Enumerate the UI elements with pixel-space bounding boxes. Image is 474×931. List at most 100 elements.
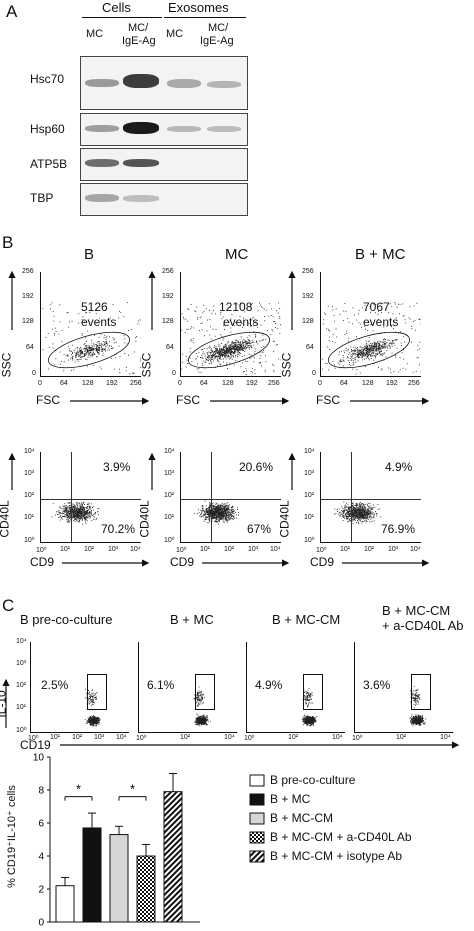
b-col-title-2: MC [225,246,249,263]
ytick: 192 [162,293,174,300]
cd40l-cd9-plot-3: 4.9% 76.9% [320,452,421,543]
xtick: 10⁰ [36,547,47,554]
ytick: 64 [26,344,34,351]
xtick: 256 [130,380,142,387]
lane-label-4a: MC/ [208,22,229,34]
legend-swatch [249,812,265,825]
ytick: 10⁴ [16,638,27,645]
quadrant-vline [351,452,352,542]
legend-item: B + MC-CM + a-CD40L Ab [270,830,412,844]
cd40l-label-2: CD40L [137,500,152,538]
band [85,79,119,87]
band [123,122,159,134]
ytick: 10⁰ [24,537,35,544]
xtick: 10⁰ [352,735,363,742]
pct-lower-3: 76.9% [381,522,416,536]
xtick: 10³ [94,734,105,741]
xtick: 256 [268,380,280,387]
legend-swatch [249,793,265,806]
xtick: 0 [38,380,42,387]
ytick: 192 [302,293,314,300]
gate-box [87,674,107,710]
xtick: 64 [60,380,68,387]
cd40l-label-3: CD40L [277,500,292,538]
legend-swatches [249,774,265,863]
xtick: 192 [246,380,258,387]
blot-label-atp5b: ATP5B [30,157,68,171]
xtick: 10⁴ [130,546,141,553]
ytick: 256 [302,268,314,275]
il10-cd19-plot-3: 4.9% [246,642,345,733]
b-col-title-3: B + MC [355,246,406,263]
xtick: 10³ [108,546,119,553]
xtick: 10⁴ [224,734,235,741]
ytick: 10⁰ [304,537,315,544]
fsc-label-3: FSC [316,393,340,407]
gate-dots [302,688,318,727]
ytick: 10³ [16,660,27,667]
cd19-label: CD19 [20,738,51,752]
xtick: 10² [396,734,407,741]
fsc-ssc-plot-1: 5126 events [40,272,141,377]
cd40l-label-1: CD40L [0,500,12,538]
band [167,126,201,132]
xtick: 64 [340,380,348,387]
pct-lower-2: 67% [247,522,272,536]
c-pct-4: 3.6% [363,678,391,692]
ytick: 10⁴ [24,448,35,455]
ytick: 10⁰ [164,537,175,544]
y-tick-label: 4 [38,852,44,863]
gate-ellipse [188,331,270,369]
pct-lower-1: 70.2% [101,522,136,536]
legend-swatch [249,850,265,863]
c-pct-2: 6.1% [147,678,175,692]
ytick: 256 [162,268,174,275]
lane-label-4b: IgE-Ag [200,35,234,47]
blot-tbp [80,183,248,216]
il10-cd19-plot-4: 3.6% [354,642,453,733]
bar [109,834,129,923]
xtick: 10⁰ [244,735,255,742]
events-count-2: 12108 [219,300,253,314]
cd9-label-1: CD9 [30,555,55,569]
legend: B pre-co-culture B + MC B + MC-CM B + MC… [248,772,474,882]
cd40l-cd9-plot-1: 3.9% 70.2% [40,452,141,543]
ytick: 64 [306,344,314,351]
ytick: 10¹ [24,514,35,521]
xtick: 10⁴ [440,734,451,741]
xtick: 192 [386,380,398,387]
legend-swatch [249,774,265,787]
blot-label-tbp: TBP [30,191,54,205]
band [123,74,159,88]
lane-label-2a: MC/ [128,22,149,34]
cd9-label-3: CD9 [310,555,335,569]
xtick: 10⁴ [410,546,421,553]
fsc-label-2: FSC [176,393,200,407]
cd40l-cd9-plot-2: 20.6% 67% [180,452,281,543]
legend-item: B + MC-CM [270,811,333,825]
fsc-ssc-plot-2: 12108 events [180,272,281,377]
gate-dots [84,688,101,727]
c-col-title-4b: + a-CD40L Ab [382,618,464,633]
gate-dots [193,686,211,727]
pct-upper-2: 20.6% [239,460,274,474]
xtick: 10¹ [60,546,71,553]
ytick: 10³ [164,470,175,477]
fsc-label-1: FSC [36,393,60,407]
ytick: 10² [24,492,35,499]
band [85,194,119,202]
gate-box [195,674,215,710]
gate-box [411,674,431,710]
ytick: 256 [22,268,34,275]
xtick: 10² [288,734,299,741]
xtick: 192 [106,380,118,387]
xtick: 10¹ [200,546,211,553]
xtick: 10² [84,546,95,553]
il10-label: IL-10 [0,690,9,718]
y-tick-label: 10 [33,753,45,764]
events-count-3: 7067 [363,300,390,314]
events-count-1: 5126 [81,300,108,314]
ytick: 192 [22,293,34,300]
events-label-2: events [223,315,259,329]
gate-ellipse [48,331,130,369]
